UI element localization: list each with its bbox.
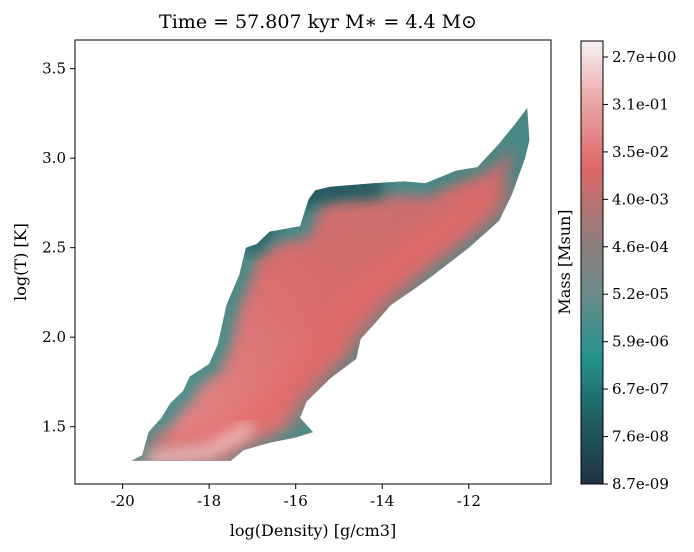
x-tick-label: -12: [457, 492, 481, 510]
colorbar-tick-label: 3.5e-02: [612, 143, 669, 161]
colorbar-tick-label: 6.7e-07: [612, 380, 669, 398]
colorbar-gradient: [580, 40, 604, 485]
colorbar-tick-label: 4.6e-04: [612, 238, 669, 256]
y-tick-label: 3.0: [42, 149, 66, 167]
y-tick-label: 2.0: [42, 328, 66, 346]
x-tick-label: -16: [284, 492, 308, 510]
colorbar-tick-label: 3.1e-01: [612, 95, 669, 113]
colorbar: 8.7e-09 7.6e-08 6.7e-07 5.9e-06 5.2e-05 4.6e-…: [555, 40, 676, 493]
colorbar-label: Mass [Msun]: [555, 209, 574, 314]
y-axis-label: log(T) [K]: [11, 223, 30, 301]
colorbar-tick-label: 2.7e+00: [612, 48, 676, 66]
chart-title: Time = 57.807 kyr M∗ = 4.4 M⊙: [159, 11, 477, 33]
plot-area: -20 -18 -16 -14 -12 1.5 2.0 2.5 3.0 3.5: [42, 39, 552, 510]
dense-ridge-core: [147, 420, 256, 461]
plot-border: [74, 39, 552, 485]
x-tick-label: -20: [111, 492, 135, 510]
colorbar-ticks: 8.7e-09 7.6e-08 6.7e-07 5.9e-06 5.2e-05 4.6e-…: [603, 48, 676, 493]
x-axis: -20 -18 -16 -14 -12: [111, 484, 481, 510]
x-tick-label: -14: [370, 492, 394, 510]
x-axis-label: log(Density) [g/cm3]: [230, 521, 396, 540]
colorbar-tick-label: 5.9e-06: [612, 333, 669, 351]
y-tick-label: 1.5: [42, 418, 66, 436]
colorbar-tick-label: 4.0e-03: [612, 190, 669, 208]
y-tick-label: 2.5: [42, 239, 66, 257]
colorbar-tick-label: 7.6e-08: [612, 428, 669, 446]
x-tick-label: -18: [197, 492, 221, 510]
colorbar-tick-label: 8.7e-09: [612, 475, 669, 493]
phase-region-fill: [131, 108, 530, 461]
colorbar-tick-label: 5.2e-05: [612, 285, 669, 303]
y-axis: 1.5 2.0 2.5 3.0 3.5: [42, 60, 75, 436]
y-tick-label: 3.5: [42, 60, 66, 78]
